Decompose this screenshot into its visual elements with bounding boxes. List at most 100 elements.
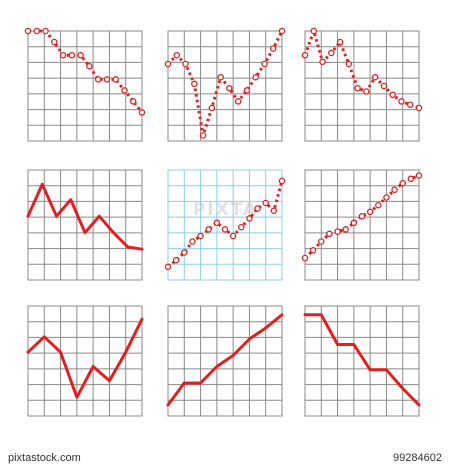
data-point — [350, 219, 358, 227]
line-chart-panel-5 — [164, 169, 286, 281]
gridlines — [168, 170, 282, 280]
data-point — [383, 194, 390, 201]
data-point — [270, 207, 278, 214]
data-point — [380, 82, 388, 90]
data-point — [238, 223, 245, 231]
data-point — [406, 101, 414, 108]
series-line — [26, 182, 144, 251]
data-point — [328, 49, 335, 57]
series-line — [166, 313, 284, 407]
data-point — [319, 58, 326, 66]
data-point — [226, 84, 233, 92]
plot-area — [27, 305, 143, 417]
data-point — [301, 51, 309, 59]
data-point — [68, 51, 76, 59]
series-line — [303, 174, 420, 260]
data-point — [181, 249, 188, 256]
data-point — [217, 73, 224, 81]
data-point — [278, 177, 286, 185]
data-point — [129, 98, 137, 105]
data-point — [371, 73, 379, 81]
data-point — [269, 45, 277, 52]
data-point — [42, 27, 49, 35]
plot-area — [304, 305, 420, 417]
data-point — [164, 263, 172, 271]
line-chart-panel-4 — [26, 169, 144, 281]
data-point — [121, 87, 128, 94]
plot-area — [304, 30, 420, 142]
data-point — [375, 201, 382, 209]
data-point — [407, 175, 415, 183]
plot-area — [167, 30, 283, 142]
data-point — [33, 27, 41, 35]
data-point — [318, 238, 325, 245]
data-point — [197, 232, 204, 240]
data-point — [191, 80, 198, 88]
data-point — [389, 91, 396, 99]
data-point — [398, 98, 405, 105]
series-line — [166, 30, 284, 137]
plot-area — [27, 169, 143, 281]
series-line — [26, 317, 144, 399]
line-chart-panel-3 — [301, 27, 423, 142]
data-point — [77, 51, 84, 59]
data-point — [112, 76, 119, 83]
data-point — [229, 232, 237, 240]
footer-site: pixtastock.com — [8, 451, 81, 464]
data-point — [345, 60, 353, 68]
data-point — [399, 179, 406, 187]
line-chart-panel-9 — [303, 305, 421, 417]
gridlines — [305, 170, 419, 280]
data-point — [334, 228, 341, 235]
data-point — [182, 60, 189, 68]
footer-bar: pixtastock.com 99284602 — [0, 446, 450, 469]
data-point — [138, 109, 146, 116]
data-point — [172, 256, 180, 264]
data-point — [301, 254, 309, 262]
data-point — [59, 51, 67, 59]
data-point — [326, 230, 333, 238]
data-point — [246, 215, 253, 222]
plot-area — [167, 169, 283, 281]
data-point — [391, 186, 398, 194]
data-point — [278, 27, 286, 35]
data-point — [262, 199, 269, 207]
data-point — [234, 98, 242, 105]
data-point — [336, 38, 344, 46]
data-point — [415, 104, 423, 112]
data-point — [199, 132, 207, 139]
data-point — [208, 104, 216, 112]
data-point — [415, 172, 423, 179]
gridlines — [168, 306, 282, 416]
data-point — [366, 208, 374, 216]
gridlines — [28, 170, 142, 280]
line-chart-panel-6 — [301, 169, 423, 281]
plot-area — [304, 169, 420, 281]
data-point — [24, 27, 32, 35]
plot-area — [27, 30, 143, 142]
data-point — [213, 219, 221, 227]
line-chart-panel-7 — [26, 305, 144, 417]
data-point — [358, 212, 366, 220]
data-point — [309, 247, 317, 254]
series-line — [303, 313, 421, 407]
data-point — [252, 73, 259, 81]
data-point — [86, 62, 93, 70]
data-point — [354, 84, 361, 92]
data-point — [310, 27, 318, 35]
data-point — [51, 38, 58, 46]
data-point — [173, 51, 181, 59]
data-point — [103, 76, 111, 83]
data-point — [342, 226, 349, 233]
data-point — [205, 226, 212, 233]
footer-image-id: 99284602 — [393, 451, 442, 464]
data-point — [164, 60, 172, 68]
line-chart-panel-2 — [164, 27, 286, 142]
data-point — [221, 226, 229, 233]
data-point — [94, 76, 102, 83]
data-point — [243, 87, 251, 94]
data-point — [261, 60, 268, 68]
data-point — [363, 88, 370, 95]
data-point — [189, 238, 196, 245]
